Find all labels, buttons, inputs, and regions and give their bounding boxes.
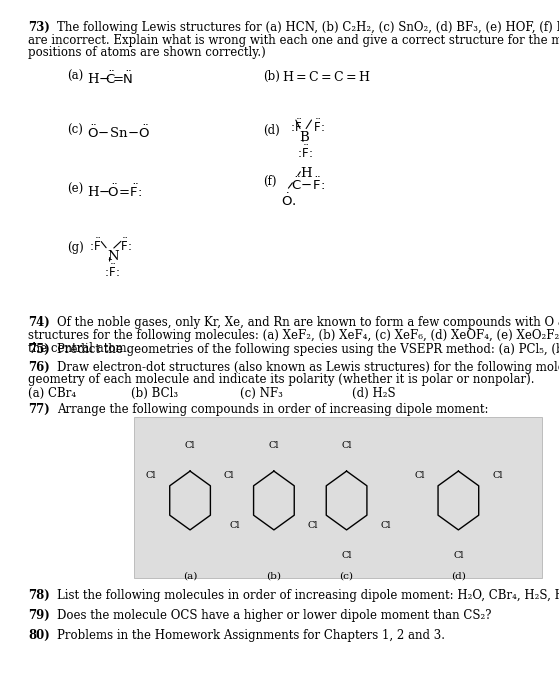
Text: (d): (d) — [263, 124, 280, 137]
Text: (d): (d) — [451, 572, 466, 581]
Text: (c) NF₃: (c) NF₃ — [240, 387, 283, 400]
Text: $\ddot{\mathrm{C}}\!-\!\ddot{\mathrm{F}}\!:$: $\ddot{\mathrm{C}}\!-\!\ddot{\mathrm{F}}… — [291, 176, 325, 193]
Text: H: H — [300, 167, 312, 180]
Text: Arrange the following compounds in order of increasing dipole moment:: Arrange the following compounds in order… — [57, 402, 489, 416]
Text: 78): 78) — [28, 589, 50, 603]
Text: List the following molecules in order of increasing dipole moment: H₂O, CBr₄, H₂: List the following molecules in order of… — [57, 589, 559, 603]
Text: (a): (a) — [67, 70, 83, 83]
Text: $:\!\ddot{\mathrm{F}}$: $:\!\ddot{\mathrm{F}}$ — [87, 238, 101, 255]
Text: Draw electron-dot structures (also known as Lewis structures) for the following : Draw electron-dot structures (also known… — [57, 360, 559, 374]
Text: (c): (c) — [67, 124, 83, 137]
Text: 77): 77) — [28, 402, 50, 416]
Text: (b): (b) — [263, 70, 280, 83]
Text: Cl: Cl — [146, 471, 157, 480]
Text: Cl: Cl — [230, 521, 240, 530]
Text: 79): 79) — [28, 609, 50, 622]
Text: (b) BCl₃: (b) BCl₃ — [131, 387, 178, 400]
Text: 74): 74) — [28, 316, 50, 330]
Text: $:\!\ddot{\mathrm{F}}\!:$: $:\!\ddot{\mathrm{F}}\!:$ — [102, 264, 120, 281]
Text: $\ddot{\mathrm{F}}\!:$: $\ddot{\mathrm{F}}\!:$ — [313, 118, 325, 135]
Text: Problems in the Homework Assignments for Chapters 1, 2 and 3.: Problems in the Homework Assignments for… — [57, 629, 445, 642]
Text: positions of atoms are shown correctly.): positions of atoms are shown correctly.) — [28, 46, 266, 60]
Text: (g): (g) — [67, 241, 84, 255]
Text: H$-\!\!\ddot{\mathrm{C}}\!\!=\!\!\ddot{\mathrm{N}}$: H$-\!\!\ddot{\mathrm{C}}\!\!=\!\!\ddot{\… — [87, 70, 132, 87]
Text: (b): (b) — [267, 572, 281, 581]
Text: (a) CBr₄: (a) CBr₄ — [28, 387, 76, 400]
Text: 80): 80) — [28, 629, 50, 642]
Text: (d) H₂S: (d) H₂S — [352, 387, 396, 400]
Text: geometry of each molecule and indicate its polarity (whether it is polar or nonp: geometry of each molecule and indicate i… — [28, 373, 534, 386]
Text: Predict the geometries of the following species using the VSEPR method: (a) PCl₅: Predict the geometries of the following … — [57, 343, 559, 356]
Text: (c): (c) — [339, 572, 354, 581]
Text: structures for the following molecules: (a) XeF₂, (b) XeF₄, (c) XeF₆, (d) XeOF₄,: structures for the following molecules: … — [28, 329, 559, 342]
Text: 73): 73) — [28, 21, 50, 34]
Text: Cl: Cl — [342, 551, 352, 560]
Text: are incorrect. Explain what is wrong with each one and give a correct structure : are incorrect. Explain what is wrong wit… — [28, 34, 559, 47]
Text: Cl: Cl — [307, 521, 318, 530]
Text: Of the noble gases, only Kr, Xe, and Rn are known to form a few compounds with O: Of the noble gases, only Kr, Xe, and Rn … — [57, 316, 559, 330]
Text: Cl: Cl — [342, 441, 352, 450]
Text: The following Lewis structures for (a) HCN, (b) C₂H₂, (c) SnO₂, (d) BF₃, (e) HOF: The following Lewis structures for (a) H… — [57, 21, 559, 34]
Text: Cl: Cl — [185, 441, 195, 450]
Text: 75): 75) — [28, 343, 50, 356]
Text: (f): (f) — [263, 175, 276, 188]
Text: (e): (e) — [67, 183, 83, 197]
Text: $:\!\ddot{\mathrm{F}}\!:$: $:\!\ddot{\mathrm{F}}\!:$ — [295, 145, 314, 162]
Text: N: N — [107, 250, 119, 263]
Text: H$=$C$=$C$=$H: H$=$C$=$C$=$H — [282, 70, 371, 84]
FancyBboxPatch shape — [134, 416, 542, 578]
Text: Does the molecule OCS have a higher or lower dipole moment than CS₂?: Does the molecule OCS have a higher or l… — [57, 609, 491, 622]
Text: Cl: Cl — [380, 521, 391, 530]
Text: Cl: Cl — [269, 441, 279, 450]
Text: H$-\!\ddot{\mathrm{O}}\!=\!\ddot{\mathrm{F}}\!:$: H$-\!\ddot{\mathrm{O}}\!=\!\ddot{\mathrm… — [87, 183, 143, 200]
Text: $\ddot{\mathrm{F}}\!:$: $\ddot{\mathrm{F}}\!:$ — [120, 238, 132, 255]
Text: the central atom.: the central atom. — [28, 342, 130, 355]
Text: $\dot{\mathrm{O}}$.: $\dot{\mathrm{O}}$. — [281, 193, 297, 209]
Text: 76): 76) — [28, 360, 50, 374]
Text: $\ddot{\mathrm{O}}\!-\!$Sn$\!-\!\ddot{\mathrm{O}}$: $\ddot{\mathrm{O}}\!-\!$Sn$\!-\!\ddot{\m… — [87, 124, 150, 141]
Text: (a): (a) — [183, 572, 197, 581]
Text: B: B — [300, 131, 309, 144]
Text: $:\!\ddot{\mathrm{F}}$: $:\!\ddot{\mathrm{F}}$ — [288, 118, 302, 135]
Text: Cl: Cl — [453, 551, 463, 560]
Text: Cl: Cl — [414, 471, 425, 480]
Text: Cl: Cl — [224, 471, 234, 480]
Text: Cl: Cl — [492, 471, 503, 480]
